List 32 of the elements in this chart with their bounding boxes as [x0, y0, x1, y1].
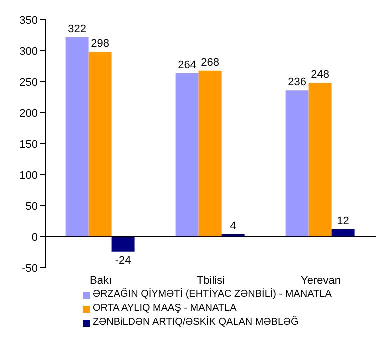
- data-label: 264: [178, 59, 196, 72]
- y-tick-label: 100: [20, 170, 38, 182]
- data-label: 298: [91, 38, 110, 50]
- x-tick-label: Yerevan: [301, 274, 341, 287]
- bar: [66, 37, 89, 237]
- x-tick-label: Bakı: [90, 274, 112, 287]
- data-label: 12: [337, 216, 350, 228]
- y-tick-label: -50: [22, 262, 38, 275]
- y-tick-label: 350: [20, 14, 38, 27]
- bar: [198, 70, 222, 237]
- y-tick-label: 50: [26, 200, 38, 213]
- y-tick-label: 250: [20, 76, 38, 89]
- x-tick-label: Tbilisi: [196, 274, 226, 287]
- data-label: 248: [311, 69, 330, 82]
- y-tick-label: 150: [20, 138, 38, 151]
- data-label: 236: [288, 76, 306, 89]
- bar: [88, 52, 112, 237]
- y-tick-label: 0: [32, 232, 38, 244]
- bar: [332, 230, 355, 237]
- data-label: 268: [201, 56, 220, 69]
- bar: [176, 73, 199, 237]
- data-label: 322: [68, 23, 86, 36]
- bar: [286, 90, 309, 237]
- data-label: 4: [230, 220, 236, 233]
- legend-label: ORTA AYLIQ MAAŞ - MANATLA: [93, 302, 237, 316]
- legend-label: ZƏNBiLDƏN ARTIQ/ƏSKİK QALAN MƏBLƏĞ: [93, 316, 299, 330]
- data-label: -24: [115, 254, 132, 267]
- bar: [308, 83, 332, 237]
- bar: [112, 237, 135, 252]
- y-tick-label: 300: [20, 46, 38, 58]
- y-tick-label: 200: [20, 108, 38, 120]
- legend-label: ƏRZAĞIN QİYMƏTİ (EHTİYAC ZƏNBİLİ) - MANATLA: [93, 288, 332, 302]
